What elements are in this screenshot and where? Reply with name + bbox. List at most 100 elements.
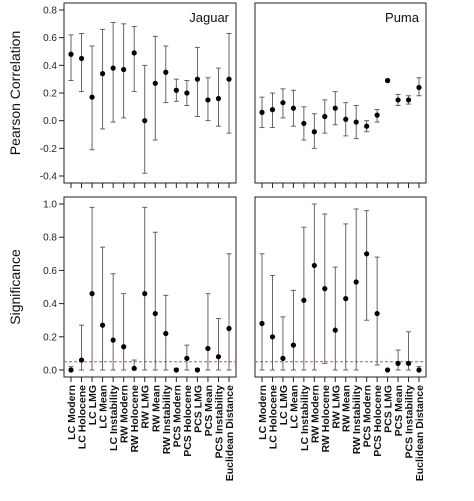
data-point (173, 87, 179, 93)
data-point (280, 100, 286, 106)
data-point (78, 55, 85, 62)
x-category-label: PCS LMG (192, 385, 204, 433)
data-point (163, 69, 169, 75)
x-category-label: Euclidean Distance (414, 385, 426, 481)
data-point (205, 97, 211, 103)
x-category-label: LC Holocene (77, 385, 89, 449)
y-tick-label: 0.4 (43, 299, 57, 310)
data-point (78, 357, 85, 363)
x-category-label: LC Instability (108, 385, 120, 451)
data-point (385, 77, 391, 84)
data-point (184, 90, 190, 96)
data-point (301, 120, 307, 127)
x-category-label: RW LMG (330, 385, 342, 429)
data-point (194, 76, 200, 82)
x-category-label: LC Modern (66, 385, 78, 440)
data-point (364, 251, 370, 257)
x-category-label: LC Modern (257, 385, 269, 440)
data-point (142, 118, 148, 124)
y-tick-label: 0.2 (43, 332, 57, 343)
x-category-label: RW Mean (150, 385, 162, 432)
x-category-label: LC Mean (98, 385, 110, 429)
data-point (68, 367, 74, 373)
panel-title: Puma (385, 10, 420, 25)
x-category-label: PCS Modern (362, 385, 374, 447)
y-tick-label: 0.2 (43, 89, 57, 100)
x-category-label: LC LMG (87, 385, 99, 425)
data-point (110, 337, 116, 343)
x-category-label: LC LMG (278, 385, 290, 425)
data-point (343, 296, 349, 302)
data-point (100, 322, 106, 328)
data-point (152, 80, 158, 86)
x-category-label: LC Mean (288, 385, 300, 429)
y-tick-label: 0.8 (43, 6, 57, 17)
data-point (89, 291, 95, 297)
y-tick-label: 0.0 (43, 116, 57, 127)
data-point (89, 94, 95, 100)
x-category-label: RW Mean (341, 385, 353, 432)
x-category-label: RW LMG (140, 385, 152, 429)
x-category-label: RW Modern (119, 385, 131, 443)
data-point (301, 297, 307, 303)
panel-0-1: Puma (254, 2, 427, 188)
data-point (184, 355, 190, 361)
panel-0-0: Jaguar (63, 2, 237, 188)
data-point (68, 51, 74, 57)
data-point (374, 310, 380, 317)
x-category-label: PCS Mean (393, 385, 405, 436)
data-point (173, 367, 179, 373)
data-point (395, 97, 401, 103)
data-point (374, 112, 380, 118)
x-category-label: RW Modern (309, 385, 321, 443)
x-category-label: Euclidean Distance (224, 385, 236, 481)
data-point (290, 105, 296, 111)
data-point (405, 360, 412, 366)
x-category-label: RW Instability (351, 385, 363, 454)
x-category-label: LC Instability (299, 385, 311, 451)
y-tick-label: -0.2 (40, 144, 58, 155)
y-tick-label: 0.0 (43, 366, 57, 377)
x-category-label: PCS LMG (383, 385, 395, 433)
data-point (259, 109, 265, 115)
data-point (131, 365, 137, 371)
x-category-label: PCS Instability (404, 385, 416, 459)
data-point (131, 50, 137, 56)
data-point (215, 354, 222, 360)
y-tick-label: 1.0 (43, 200, 57, 211)
x-category-label: PCS Modern (171, 385, 183, 447)
data-point (364, 123, 370, 129)
data-point (121, 66, 127, 73)
x-category-label: LC Holocene (267, 385, 279, 449)
x-category-label: PCS Mean (203, 385, 215, 436)
plot-frame (254, 196, 427, 378)
data-point (290, 342, 296, 348)
data-point (100, 71, 106, 77)
x-category-label: RW Holocene (320, 385, 332, 453)
data-point (280, 355, 286, 361)
plot-frame (63, 196, 237, 378)
y-tick-label: 0.6 (43, 266, 57, 277)
data-point (269, 107, 276, 113)
data-point (121, 344, 127, 350)
data-point (269, 334, 276, 340)
data-point (142, 291, 148, 297)
data-point (205, 345, 211, 352)
data-point (353, 119, 359, 125)
x-category-label: PCS Holocene (182, 385, 194, 457)
data-point (259, 320, 265, 327)
data-point (385, 367, 391, 373)
x-category-label: PCS Holocene (372, 385, 384, 457)
plot-frame (254, 2, 427, 184)
data-point (353, 279, 359, 285)
data-point (395, 360, 401, 366)
plot-frame (63, 2, 237, 184)
data-point (311, 262, 317, 269)
x-category-label: PCS Instability (213, 385, 225, 459)
data-point (416, 367, 422, 373)
y-tick-label: 0.6 (43, 33, 57, 44)
data-point (332, 105, 338, 111)
